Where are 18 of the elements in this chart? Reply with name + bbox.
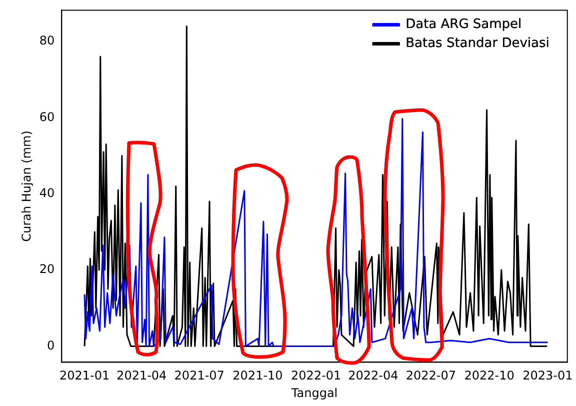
x-axis-title: Tanggal	[290, 386, 338, 400]
legend-label: Batas Standar Deviasi	[406, 36, 550, 52]
x-tick-label: 2022-07	[406, 368, 456, 383]
x-tick-label: 2021-01	[59, 368, 110, 383]
y-tick-label: 80	[39, 34, 55, 48]
y-tick-label: 0	[47, 338, 55, 352]
legend-label: Data ARG Sampel	[406, 17, 522, 32]
y-tick-label: 40	[39, 186, 55, 200]
y-tick-label: 60	[39, 110, 55, 124]
y-tick-label: 20	[39, 262, 55, 276]
x-tick-label: 2021-10	[232, 368, 283, 383]
x-tick-label: 2021-07	[174, 368, 224, 383]
x-tick-label: 2022-01	[291, 368, 342, 383]
x-tick-label: 2023-01	[522, 368, 573, 383]
x-tick-label: 2021-04	[116, 368, 167, 383]
x-tick-label: 2022-04	[348, 368, 398, 383]
x-tick-label: 2022-10	[464, 368, 514, 383]
y-axis-title: Curah Hujan (mm)	[19, 130, 34, 242]
